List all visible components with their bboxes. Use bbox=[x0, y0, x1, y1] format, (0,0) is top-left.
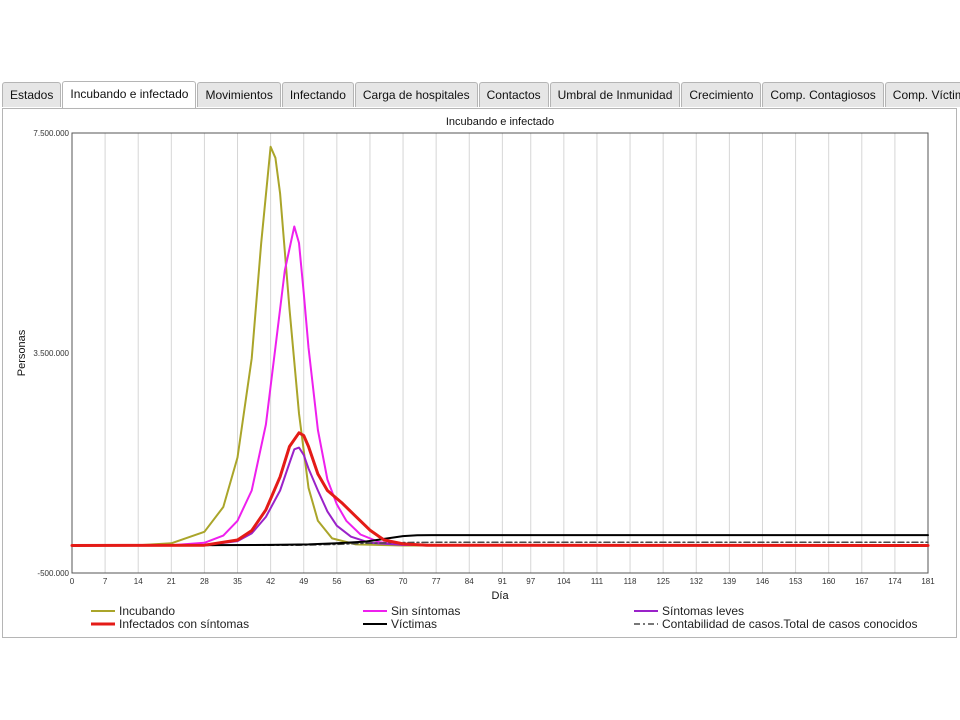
legend-label-4: Víctimas bbox=[391, 617, 437, 631]
x-tick-label-2: 14 bbox=[134, 577, 143, 586]
x-tick-label-11: 77 bbox=[432, 577, 441, 586]
x-tick-label-20: 139 bbox=[723, 577, 737, 586]
x-tick-label-3: 21 bbox=[167, 577, 176, 586]
x-tick-label-14: 97 bbox=[526, 577, 535, 586]
x-tick-label-23: 160 bbox=[822, 577, 836, 586]
tab-2[interactable]: Movimientos bbox=[197, 82, 281, 107]
x-tick-label-6: 42 bbox=[266, 577, 275, 586]
legend-label-1: Sin síntomas bbox=[391, 604, 460, 618]
tab-8[interactable]: Comp. Contagiosos bbox=[762, 82, 884, 107]
series-line-1 bbox=[71, 225, 929, 547]
legend-label-3: Infectados con síntomas bbox=[119, 617, 249, 631]
legend-label-0: Incubando bbox=[119, 604, 175, 618]
chart-title: Incubando e infectado bbox=[446, 116, 554, 128]
tab-bar: Estados Incubando e infectado Movimientos I… bbox=[2, 81, 960, 108]
x-tick-label-22: 153 bbox=[789, 577, 803, 586]
tab-4[interactable]: Carga de hospitales bbox=[354, 82, 478, 107]
tab-5[interactable]: Contactos bbox=[478, 82, 549, 107]
y-tick-label-2: 7.500.000 bbox=[33, 129, 69, 138]
y-tick-label-1: 3.500.000 bbox=[33, 349, 69, 358]
tab-1[interactable]: Incubando e infectado bbox=[62, 81, 197, 108]
x-tick-label-25: 174 bbox=[888, 577, 902, 586]
series-line-0 bbox=[71, 145, 929, 547]
y-axis-label: Personas bbox=[16, 329, 28, 376]
x-tick-label-12: 84 bbox=[465, 577, 474, 586]
x-tick-label-0: 0 bbox=[70, 577, 75, 586]
x-tick-label-21: 146 bbox=[756, 577, 770, 586]
chart-panel: 0 7 14 21 28 35 42 49 56 63 70 77 84 91 97 104 111 118 125… bbox=[2, 108, 957, 638]
x-tick-label-24: 167 bbox=[855, 577, 869, 586]
x-tick-label-9: 63 bbox=[365, 577, 374, 586]
x-axis-label: Día bbox=[491, 590, 509, 602]
x-tick-label-13: 91 bbox=[498, 577, 507, 586]
x-tick-label-16: 111 bbox=[591, 577, 604, 586]
x-tick-label-8: 56 bbox=[332, 577, 341, 586]
plot-frame bbox=[71, 132, 929, 574]
legend-label-5: Contabilidad de casos.Total de casos con… bbox=[662, 617, 918, 631]
series-line-3 bbox=[70, 431, 930, 547]
series-line-2 bbox=[71, 446, 929, 547]
tab-7[interactable]: Crecimiento bbox=[681, 82, 762, 107]
tab-3[interactable]: Infectando bbox=[281, 82, 354, 107]
x-tick-label-10: 70 bbox=[399, 577, 408, 586]
y-tick-label-0: -500.000 bbox=[37, 569, 69, 578]
x-tick-label-4: 28 bbox=[200, 577, 209, 586]
x-tick-label-15: 104 bbox=[557, 577, 571, 586]
x-tick-label-1: 7 bbox=[103, 577, 108, 586]
legend-label-2: Síntomas leves bbox=[662, 604, 744, 618]
series-line-4 bbox=[71, 534, 929, 547]
line-chart: 0 7 14 21 28 35 42 49 56 63 70 77 84 91 97 104 111 118 125… bbox=[16, 116, 935, 631]
tab-0[interactable]: Estados bbox=[2, 82, 62, 107]
x-tick-label-19: 132 bbox=[690, 577, 704, 586]
x-tick-label-5: 35 bbox=[233, 577, 242, 586]
tab-6[interactable]: Umbral de Inmunidad bbox=[549, 82, 681, 107]
x-tick-label-26: 181 bbox=[921, 577, 935, 586]
x-tick-label-7: 49 bbox=[299, 577, 308, 586]
x-tick-label-17: 118 bbox=[624, 577, 637, 586]
tab-9[interactable]: Comp. Víctimas bbox=[884, 82, 960, 107]
x-tick-label-18: 125 bbox=[656, 577, 670, 586]
